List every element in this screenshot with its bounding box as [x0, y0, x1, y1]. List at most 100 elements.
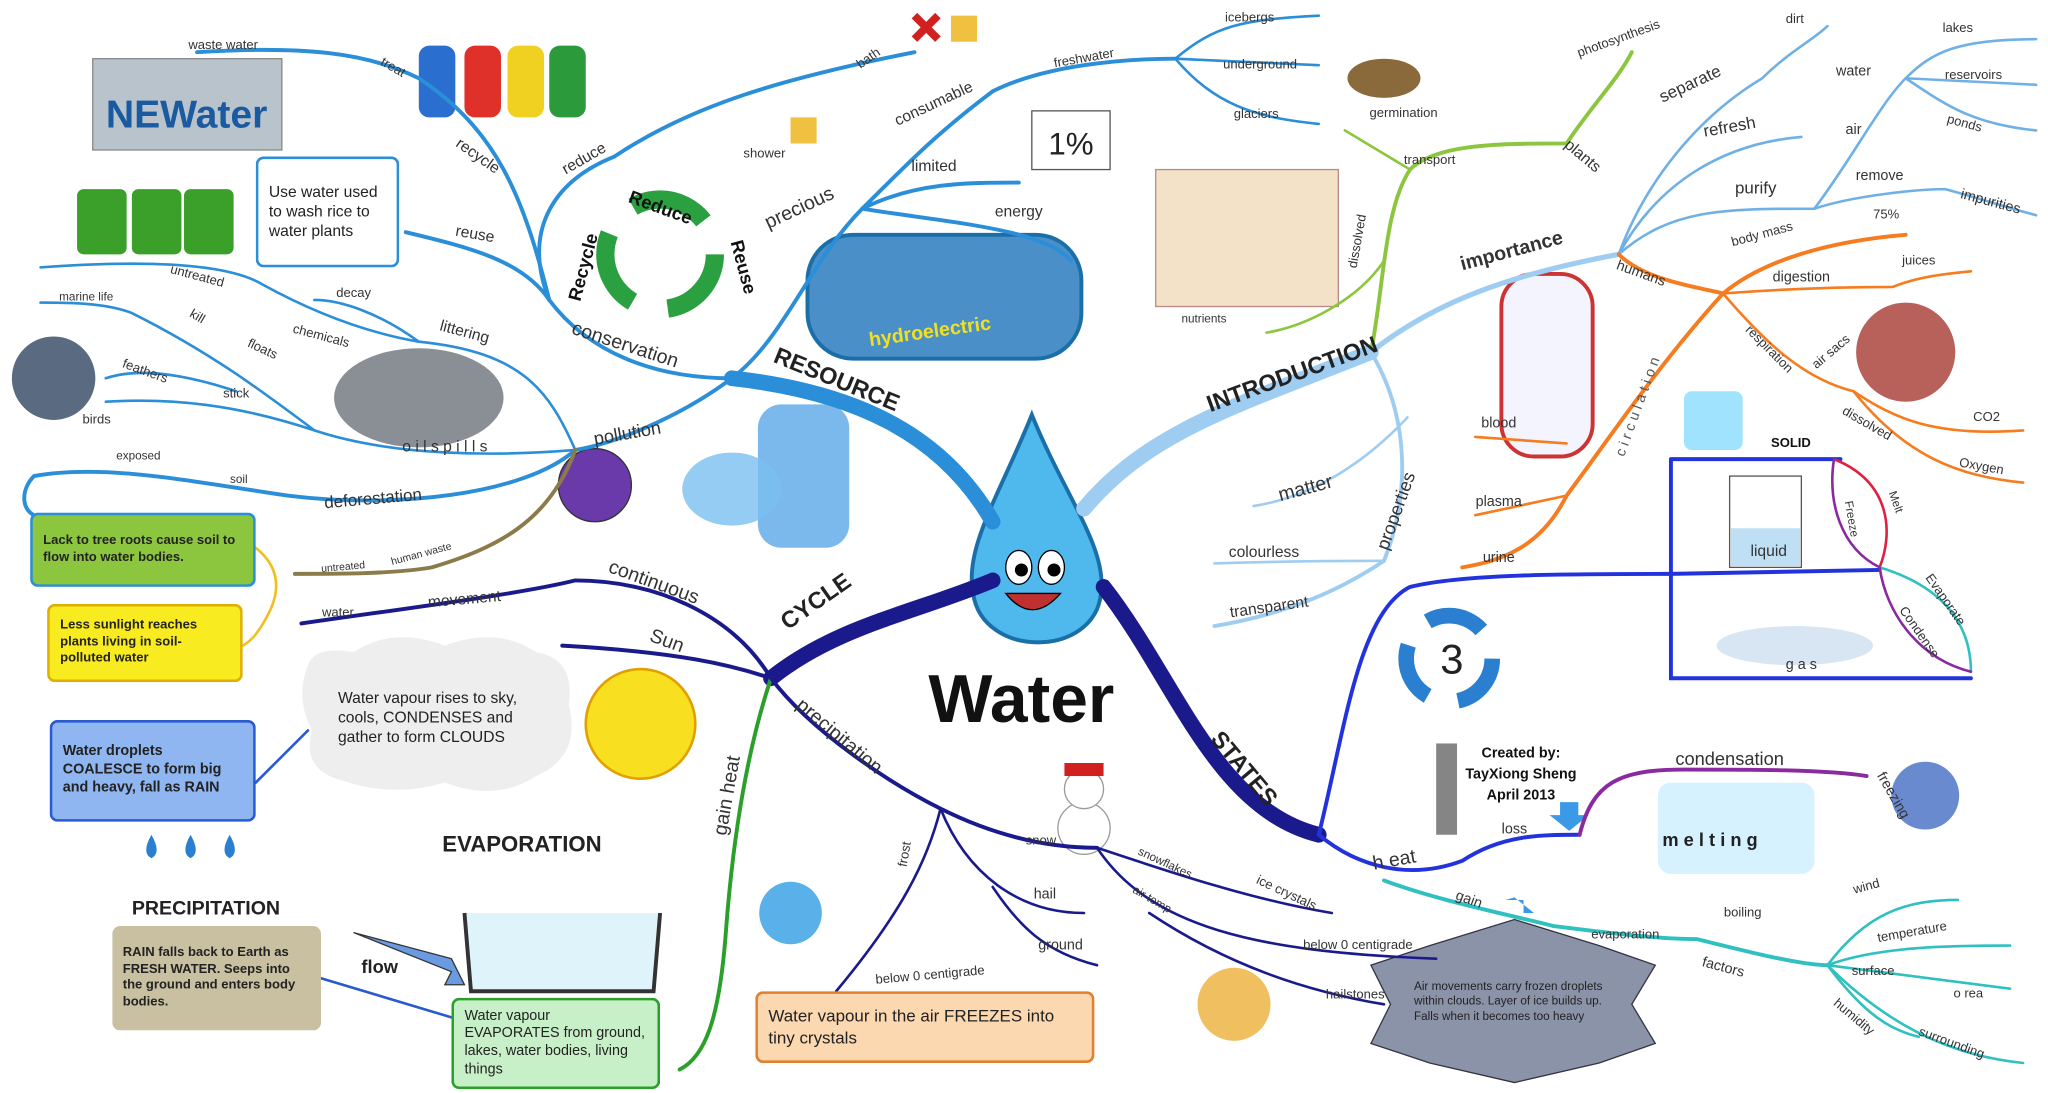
oil-spill-photo	[334, 348, 504, 447]
node-label: colourless	[1229, 544, 1300, 561]
note-text: Air movements carry frozen droplets with…	[1404, 963, 1626, 1041]
node-label: floats	[245, 335, 280, 362]
pupil	[1015, 563, 1028, 576]
node-label: body mass	[1730, 218, 1795, 249]
node-label: transparent	[1229, 593, 1310, 621]
node-label: plasma	[1476, 494, 1522, 510]
node-label: blood	[1481, 416, 1516, 432]
node-label: urine	[1483, 550, 1515, 566]
node-label: properties	[1372, 469, 1419, 552]
node-label: 75%	[1873, 207, 1899, 222]
seedling	[1347, 59, 1420, 98]
bin	[507, 46, 544, 118]
node-label: hailstones	[1326, 987, 1385, 1002]
branch-line	[106, 373, 236, 391]
node-label: bath	[853, 44, 882, 71]
node-label: gain	[1453, 888, 1484, 912]
node-label: marine life	[59, 290, 113, 303]
node-label: loss	[1502, 821, 1527, 837]
node-label: Evaporate	[1923, 571, 1969, 628]
branch-line	[1319, 835, 1580, 870]
branch-line	[256, 730, 308, 782]
node-label: soil	[230, 473, 248, 486]
plant-cells	[1156, 170, 1339, 307]
note-text: RAIN falls back to Earth as FRESH WATER.…	[112, 926, 321, 1030]
node-label: decay	[336, 285, 371, 300]
node-label: dissolved	[1345, 213, 1369, 269]
node-label: waste water	[187, 37, 258, 52]
node-label: CO2	[1973, 409, 2000, 424]
node-label: ground	[1038, 937, 1083, 953]
node-label: 1%	[1048, 126, 1093, 161]
barrel	[77, 189, 127, 254]
node-label: treat	[378, 54, 408, 80]
node-label: air	[1846, 122, 1862, 138]
note-text: Water vapour EVAPORATES from ground, lak…	[451, 998, 660, 1089]
cross-icon	[914, 16, 937, 39]
note-text: Water vapour in the air FREEZES into tin…	[755, 991, 1094, 1063]
branch-line	[836, 809, 940, 992]
node-label: INTRODUCTION	[1203, 331, 1381, 417]
node-label: Reuse	[727, 238, 761, 296]
note: Water vapour rises to sky, cools, CONDEN…	[328, 665, 563, 769]
node-label: lakes	[1943, 20, 1974, 35]
node-label: water	[321, 604, 355, 619]
node-label: Condense	[1896, 603, 1942, 660]
node-label: shower	[743, 145, 786, 160]
node-label: ponds	[1946, 111, 1985, 135]
branch-line	[1104, 587, 1319, 835]
page: Use water used to wash rice to water pla…	[0, 0, 2048, 1093]
node-label: purify	[1735, 179, 1777, 198]
branch-line	[1671, 570, 1880, 574]
node-label: gain heat	[709, 753, 745, 837]
node-label: conservation	[569, 317, 681, 372]
snowman-hat	[1064, 763, 1103, 776]
node-label: precious	[761, 182, 837, 233]
node-label: reuse	[454, 223, 495, 247]
note-text: Water vapour rises to sky, cools, CONDEN…	[328, 665, 563, 769]
node-label: separate	[1656, 61, 1724, 106]
note: Water vapour EVAPORATES from ground, lak…	[451, 998, 660, 1089]
node-label: TayXiong Sheng	[1465, 767, 1576, 783]
node-label: air sacs	[1809, 331, 1853, 372]
bottle	[682, 453, 781, 526]
branch-line	[321, 978, 451, 1017]
node-label: limited	[911, 158, 956, 175]
node-label: underground	[1223, 57, 1297, 72]
node-label: below 0 centigrade	[1303, 937, 1412, 952]
node-label: feathers	[121, 356, 171, 386]
note-text: PRECIPITATION	[121, 893, 330, 924]
branch-line	[1214, 561, 1384, 564]
node-label: pollution	[592, 416, 663, 448]
note: PRECIPITATION	[121, 893, 330, 924]
node-label: precipitation	[792, 694, 887, 779]
node-label: energy	[995, 204, 1043, 221]
ice-cube	[1684, 391, 1743, 450]
node-label: kill	[187, 306, 208, 327]
node-label: digestion	[1773, 270, 1830, 286]
note: Water droplets COALESCE to form big and …	[50, 720, 256, 822]
note-text: EVAPORATION	[432, 828, 647, 862]
thumb-icon	[951, 16, 977, 42]
node-label: surrounding	[1917, 1024, 1987, 1062]
node-label: condensation	[1675, 748, 1784, 769]
node-label: consumable	[892, 78, 976, 129]
branch-line	[1834, 459, 1887, 567]
node-label: 3	[1440, 636, 1463, 683]
node-label: humans	[1614, 257, 1667, 289]
node-label: Oxygen	[1958, 455, 2005, 478]
node-label: impurities	[1959, 186, 2022, 217]
node-label: frost	[895, 840, 914, 868]
branch-line	[1723, 271, 1971, 293]
cartoon-dog	[759, 882, 822, 945]
node-label: matter	[1276, 470, 1336, 506]
barrel	[184, 189, 234, 254]
windmill	[1436, 743, 1457, 834]
node-label: boiling	[1724, 904, 1762, 919]
node-label: Recycle	[564, 231, 602, 303]
bin	[549, 46, 586, 118]
branch-line	[24, 450, 575, 515]
node-label: littering	[438, 318, 491, 347]
poison-icon	[558, 449, 631, 522]
node-label: Water	[928, 662, 1114, 737]
